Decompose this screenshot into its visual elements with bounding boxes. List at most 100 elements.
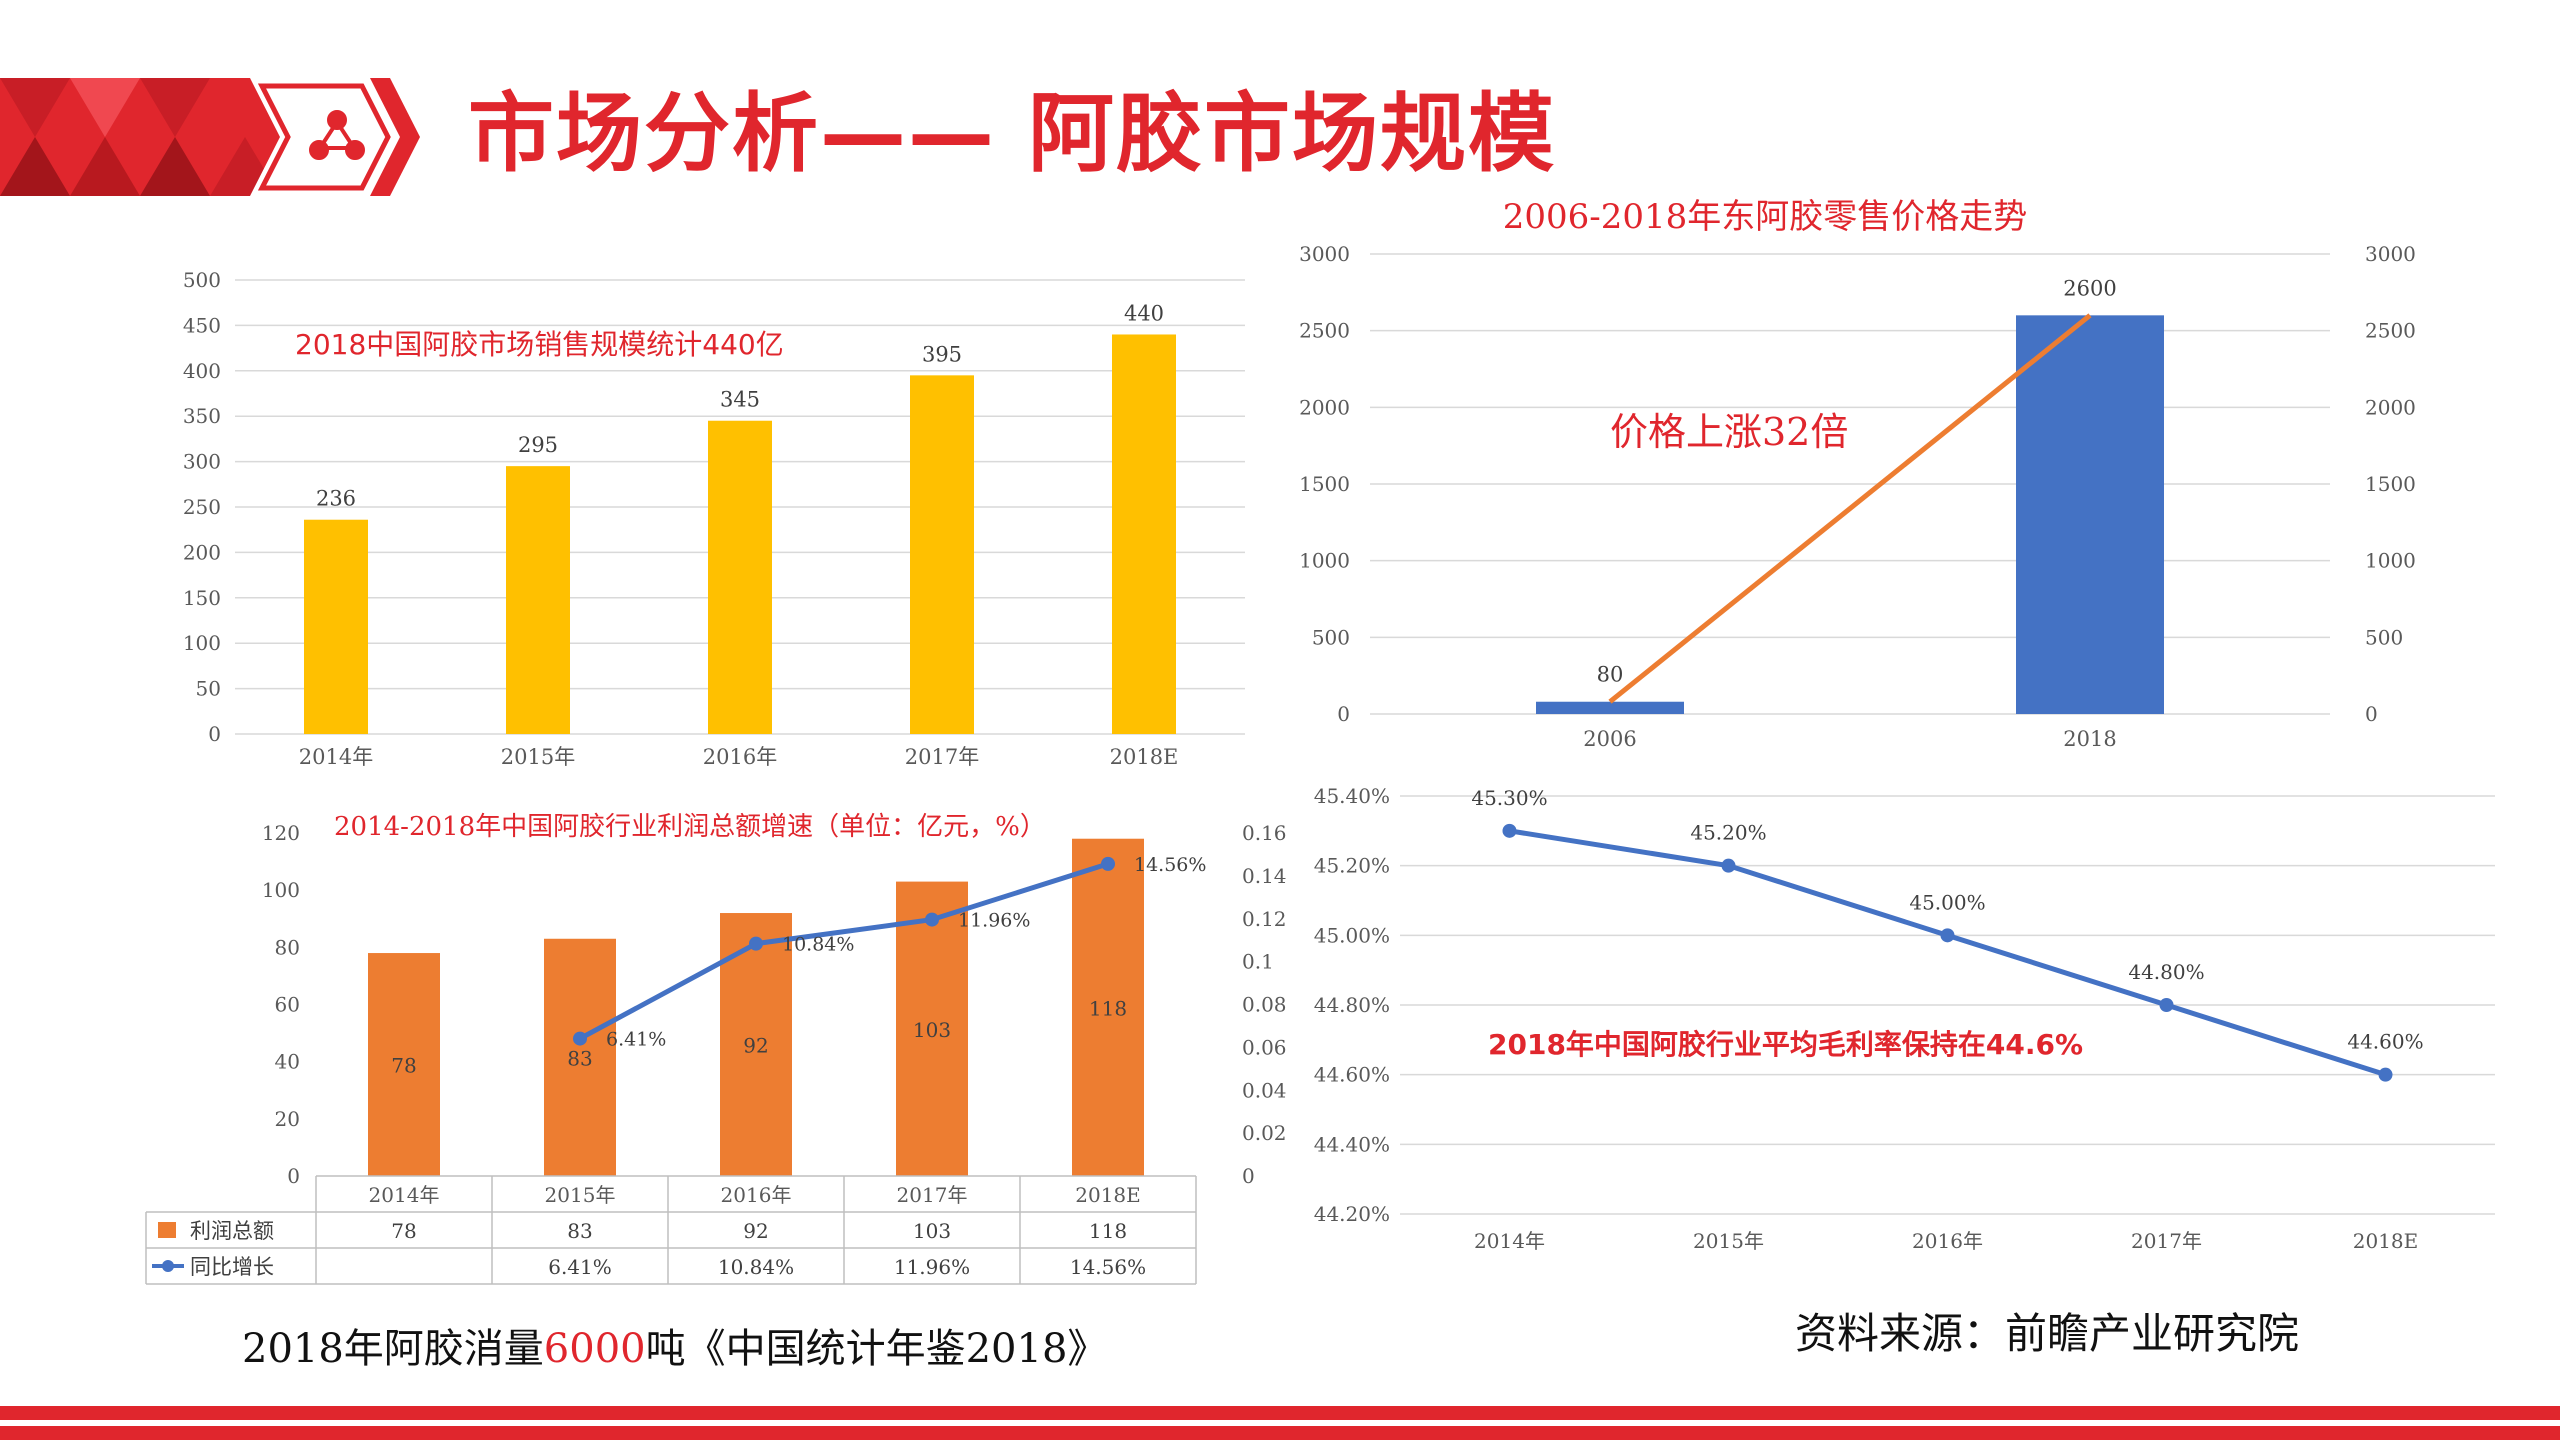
profit-chart: 2014-2018年中国阿胶行业利润总额增速（单位：亿元，%） 78 83 92 10… (145, 812, 1287, 1285)
bar (544, 938, 616, 1176)
bar (2016, 315, 2164, 714)
gross-margin-annotation: 2018年中国阿胶行业平均毛利率保持在44.6% (1488, 1028, 2083, 1061)
bar (304, 519, 368, 734)
x-tick-label: 2018E (2353, 1229, 2419, 1253)
bar (1536, 701, 1684, 714)
bar (506, 466, 570, 734)
growth-marker (925, 912, 939, 927)
y2-tick-label: 0.04 (1242, 1078, 1287, 1102)
growth-marker (573, 1031, 587, 1046)
y-tick-label: 44.60% (1314, 1063, 1390, 1087)
y-tick-label: 200 (183, 540, 221, 564)
bar-value-label: 103 (913, 1018, 951, 1042)
source-note: 资料来源：前瞻产业研究院 (1795, 1309, 2300, 1358)
x-tick-label: 2017年 (905, 745, 979, 769)
y-tick-label: 20 (275, 1107, 300, 1131)
bar-value-label: 118 (1089, 996, 1127, 1020)
y-tick-label: 2000 (1299, 395, 1350, 419)
x-tick-label: 2014年 (369, 1183, 440, 1207)
trend-line (1608, 313, 2092, 704)
x-tick-label: 2017年 (897, 1183, 968, 1207)
y-tick-label: 45.20% (1314, 854, 1390, 878)
y-tick-label: 1500 (1299, 472, 1350, 496)
point-value-label: 44.60% (2347, 1030, 2423, 1054)
bar-value-label: 236 (316, 487, 356, 511)
y2-tick-label: 0 (2365, 702, 2378, 726)
x-tick-label: 2015年 (545, 1183, 616, 1207)
y-tick-label: 400 (183, 359, 221, 383)
bar (368, 953, 440, 1176)
y2-tick-label: 2500 (2365, 319, 2416, 343)
y-tick-label: 0 (1337, 702, 1350, 726)
y-tick-label: 100 (262, 878, 300, 902)
y-tick-label: 60 (275, 993, 300, 1017)
y-tick-label: 1000 (1299, 549, 1350, 573)
y-tick-label: 44.20% (1314, 1202, 1390, 1226)
y-tick-label: 120 (262, 821, 300, 845)
line-value-label: 14.56% (1134, 854, 1206, 876)
bar-value-label: 440 (1124, 301, 1164, 325)
retail-price-title: 2006-2018年东阿胶零售价格走势 (1503, 197, 2028, 237)
point-value-label: 45.30% (1471, 786, 1547, 810)
y2-tick-label: 1000 (2365, 549, 2416, 573)
y2-tick-label: 0.16 (1242, 821, 1287, 845)
y-tick-label: 450 (183, 313, 221, 337)
x-tick-label: 2016年 (1912, 1229, 1983, 1253)
table-cell: 92 (743, 1219, 768, 1243)
table-cell: 14.56% (1070, 1255, 1146, 1279)
retail-price-chart: 2006-2018年东阿胶零售价格走势 80 2600 0 500 1000 1500 2… (1299, 197, 2416, 751)
consumption-prefix: 2018年阿胶消量 (242, 1326, 544, 1372)
y-tick-label: 150 (183, 586, 221, 610)
y-tick-label: 3000 (1299, 242, 1350, 266)
legend-swatch-profit (158, 1222, 176, 1238)
bar-value-label: 78 (391, 1054, 416, 1078)
y-tick-label: 45.00% (1314, 923, 1390, 947)
line-value-label: 6.41% (606, 1029, 666, 1051)
x-tick-label: 2016年 (703, 745, 777, 769)
x-tick-label: 2017年 (2131, 1229, 2202, 1253)
y2-tick-label: 0.08 (1242, 993, 1287, 1017)
x-tick-label: 2018 (2063, 727, 2116, 751)
bar (708, 420, 772, 734)
bar (1112, 334, 1176, 734)
point-value-label: 44.80% (2128, 960, 2204, 984)
y2-tick-label: 0.06 (1242, 1035, 1287, 1059)
legend-label-growth: 同比增长 (190, 1255, 274, 1279)
growth-line (578, 861, 1109, 1041)
growth-marker (1101, 856, 1115, 871)
line-value-label: 11.96% (958, 910, 1030, 932)
y2-tick-label: 2000 (2365, 395, 2416, 419)
point-value-label: 45.00% (1909, 890, 1985, 914)
consumption-suffix: 吨《中国统计年鉴2018》 (645, 1326, 1108, 1372)
table-cell: 6.41% (548, 1255, 612, 1279)
y-tick-label: 0 (208, 722, 221, 746)
y2-tick-label: 0.14 (1242, 864, 1287, 888)
x-tick-label: 2006 (1583, 727, 1636, 751)
margin-marker (2378, 1067, 2393, 1082)
network-nodes-icon (309, 110, 365, 160)
price-increase-annotation: 价格上涨32倍 (1610, 410, 1848, 454)
y-tick-label: 44.80% (1314, 993, 1390, 1017)
table-cell: 83 (567, 1219, 592, 1243)
y-tick-label: 2500 (1299, 319, 1350, 343)
y2-tick-label: 3000 (2365, 242, 2416, 266)
bar (910, 375, 974, 734)
market-size-chart: 236 295 345 395 440 0 50 100 150 200 250 300 350 400 4… (183, 268, 1245, 769)
y2-tick-label: 0 (1242, 1164, 1255, 1188)
bar-value-label: 345 (720, 388, 760, 412)
x-tick-label: 2015年 (1693, 1229, 1764, 1253)
legend-label-profit: 利润总额 (190, 1219, 274, 1243)
bar-value-label: 80 (1597, 663, 1624, 687)
y-tick-label: 40 (275, 1050, 300, 1074)
gross-margin-chart: 45.30% 45.20% 45.00% 44.80% 44.60% 44.20% 44.4… (1314, 784, 2495, 1253)
table-cell: 118 (1089, 1219, 1127, 1243)
y2-tick-label: 0.1 (1242, 950, 1274, 974)
table-cell: 10.84% (718, 1255, 794, 1279)
margin-marker (1502, 823, 1517, 838)
y2-tick-label: 500 (2365, 625, 2403, 649)
bar-value-label: 295 (518, 433, 558, 457)
table-cell: 11.96% (894, 1255, 970, 1279)
footer-bar (0, 1406, 2560, 1440)
legend-marker-growth (162, 1260, 174, 1272)
header-banner (0, 78, 420, 196)
